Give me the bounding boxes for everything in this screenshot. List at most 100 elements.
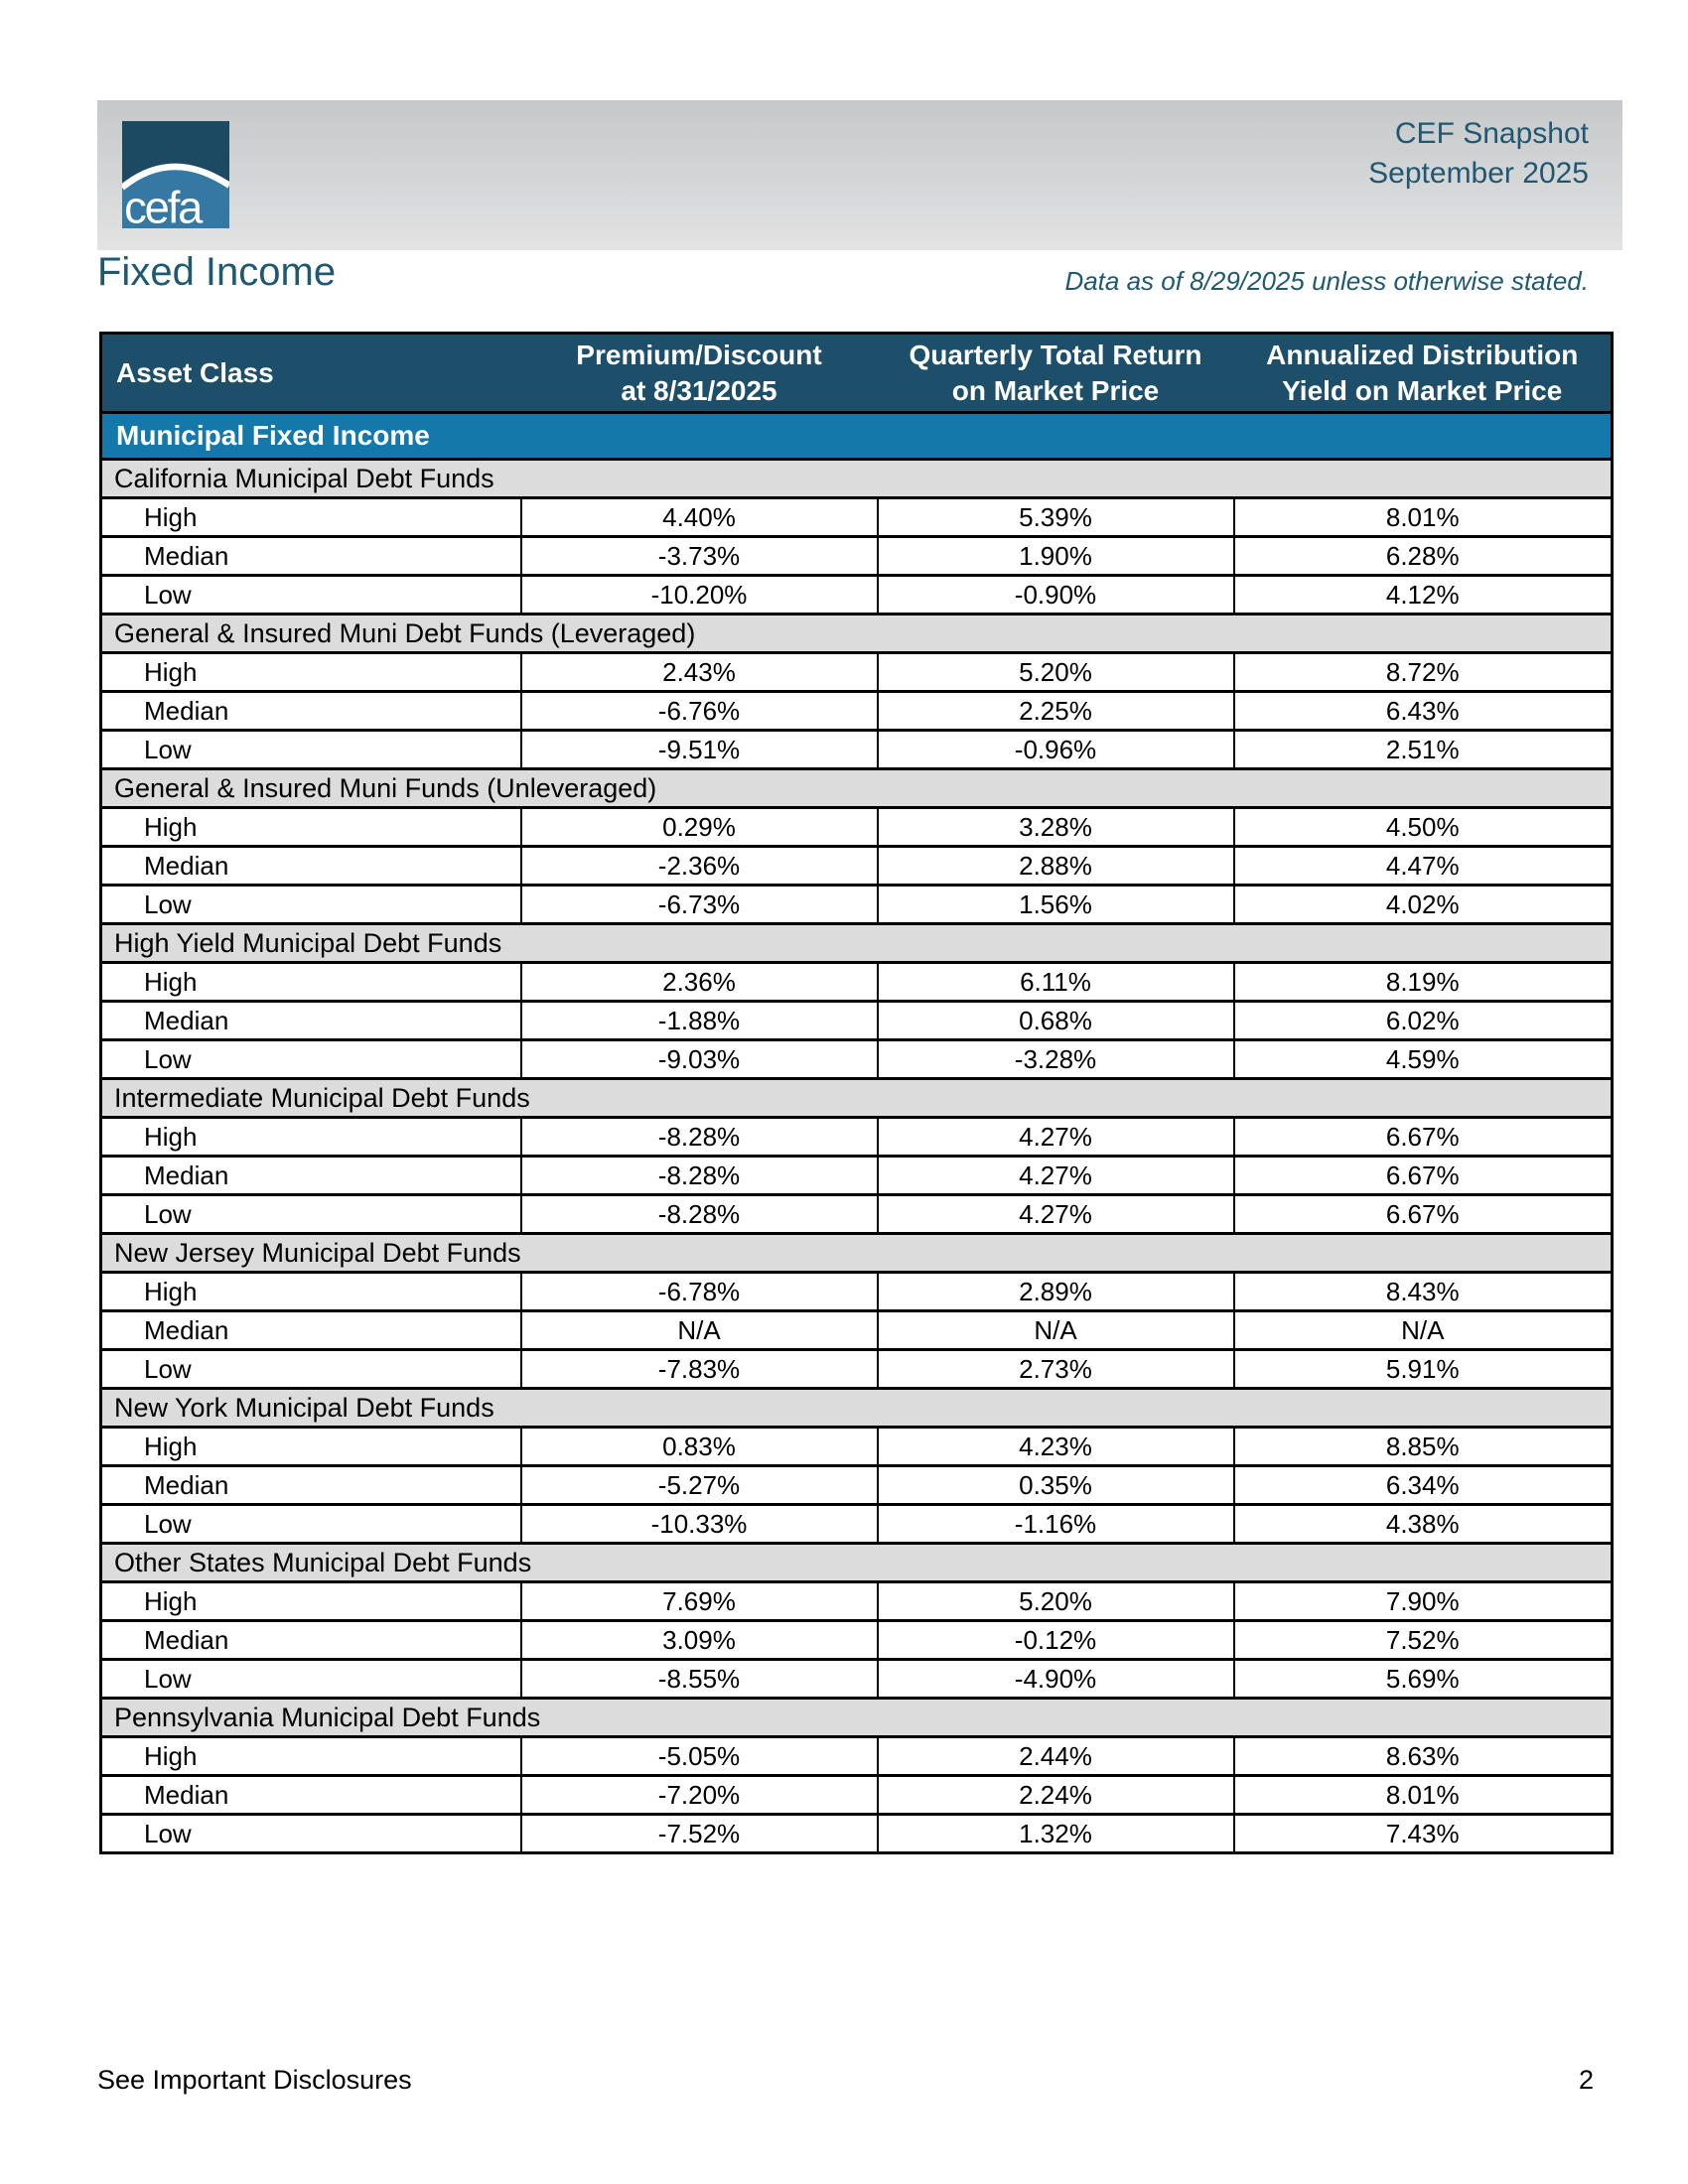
row-label: High	[100, 1426, 522, 1467]
premium-discount-value: 4.40%	[519, 496, 879, 538]
premium-discount-value: -9.51%	[519, 729, 879, 770]
section-title: California Municipal Debt Funds	[100, 458, 1613, 499]
table-row: High -5.05% 2.44% 8.63%	[100, 1735, 1613, 1777]
row-label: Low	[100, 729, 522, 770]
distribution-yield-value: 8.63%	[1232, 1735, 1613, 1777]
quarterly-return-value: 4.27%	[876, 1116, 1235, 1158]
section-header-row: High Yield Municipal Debt Funds	[100, 922, 1613, 964]
table-row: High -8.28% 4.27% 6.67%	[100, 1116, 1613, 1158]
table-row: High 4.40% 5.39% 8.01%	[100, 496, 1613, 538]
distribution-yield-value: 4.12%	[1232, 574, 1613, 615]
section-header-row: General & Insured Muni Funds (Unleverage…	[100, 767, 1613, 809]
premium-discount-value: -6.78%	[519, 1271, 879, 1312]
section-title: Pennsylvania Municipal Debt Funds	[100, 1697, 1613, 1738]
premium-discount-value: 7.69%	[519, 1580, 879, 1622]
report-header: CEF Snapshot September 2025	[1368, 114, 1589, 194]
distribution-yield-value: 8.85%	[1232, 1426, 1613, 1467]
row-label: High	[100, 1580, 522, 1622]
premium-discount-value: -6.73%	[519, 884, 879, 925]
quarterly-return-value: 2.25%	[876, 690, 1235, 732]
header-line: Premium/Discount	[576, 339, 822, 370]
row-label: High	[100, 1116, 522, 1158]
distribution-yield-value: 4.38%	[1232, 1503, 1613, 1545]
report-period: September 2025	[1368, 157, 1589, 190]
logo-wave-line	[122, 163, 229, 191]
premium-discount-value: -2.36%	[519, 845, 879, 887]
table-row: Median -2.36% 2.88% 4.47%	[100, 845, 1613, 887]
column-header-quarterly-return: Quarterly Total Return on Market Price	[877, 332, 1234, 414]
row-label: High	[100, 1271, 522, 1312]
premium-discount-value: -5.27%	[519, 1464, 879, 1506]
distribution-yield-value: 4.50%	[1232, 806, 1613, 848]
table-row: High 0.29% 3.28% 4.50%	[100, 806, 1613, 848]
group-header-row: Municipal Fixed Income	[100, 411, 1613, 461]
logo-text: cefa	[124, 183, 204, 228]
distribution-yield-value: 6.43%	[1232, 690, 1613, 732]
distribution-yield-value: 6.67%	[1232, 1155, 1613, 1196]
data-as-of-note: Data as of 8/29/2025 unless otherwise st…	[1064, 266, 1589, 296]
quarterly-return-value: 0.35%	[876, 1464, 1235, 1506]
header-line: at 8/31/2025	[621, 374, 777, 406]
table-row: Low -6.73% 1.56% 4.02%	[100, 884, 1613, 925]
distribution-yield-value: 8.43%	[1232, 1271, 1613, 1312]
page-title: Fixed Income	[97, 250, 337, 294]
table-row: High 0.83% 4.23% 8.85%	[100, 1426, 1613, 1467]
premium-discount-value: -1.88%	[519, 1000, 879, 1041]
table-row: Low -9.03% -3.28% 4.59%	[100, 1038, 1613, 1080]
section-title: General & Insured Muni Debt Funds (Lever…	[100, 613, 1613, 654]
quarterly-return-value: 2.73%	[876, 1348, 1235, 1390]
distribution-yield-value: 6.28%	[1232, 535, 1613, 577]
distribution-yield-value: 5.69%	[1232, 1658, 1613, 1700]
table-body: California Municipal Debt Funds High 4.40%…	[100, 458, 1613, 1854]
quarterly-return-value: 1.56%	[876, 884, 1235, 925]
table-row: Median -1.88% 0.68% 6.02%	[100, 1000, 1613, 1041]
table-row: Median -3.73% 1.90% 6.28%	[100, 535, 1613, 577]
table-row: Median N/A N/A N/A	[100, 1309, 1613, 1351]
table-row: Median -7.20% 2.24% 8.01%	[100, 1774, 1613, 1816]
fixed-income-table: Asset Class Premium/Discount at 8/31/202…	[99, 332, 1614, 1854]
premium-discount-value: -7.52%	[519, 1813, 879, 1854]
distribution-yield-value: 6.34%	[1232, 1464, 1613, 1506]
premium-discount-value: -5.05%	[519, 1735, 879, 1777]
table-row: Low -8.28% 4.27% 6.67%	[100, 1193, 1613, 1235]
quarterly-return-value: 6.11%	[876, 961, 1235, 1003]
premium-discount-value: 2.43%	[519, 651, 879, 693]
table-row: High -6.78% 2.89% 8.43%	[100, 1271, 1613, 1312]
column-header-asset-class: Asset Class	[100, 332, 521, 414]
column-header-distribution-yield: Annualized Distribution Yield on Market …	[1233, 332, 1613, 414]
quarterly-return-value: 5.20%	[876, 651, 1235, 693]
table-row: Low -7.52% 1.32% 7.43%	[100, 1813, 1613, 1854]
quarterly-return-value: -0.90%	[876, 574, 1235, 615]
quarterly-return-value: 2.89%	[876, 1271, 1235, 1312]
premium-discount-value: -10.20%	[519, 574, 879, 615]
quarterly-return-value: 2.44%	[876, 1735, 1235, 1777]
row-label: Low	[100, 884, 522, 925]
section-title: Intermediate Municipal Debt Funds	[100, 1077, 1613, 1119]
quarterly-return-value: 4.27%	[876, 1193, 1235, 1235]
table-row: High 2.36% 6.11% 8.19%	[100, 961, 1613, 1003]
row-label: Low	[100, 574, 522, 615]
header-line: on Market Price	[951, 374, 1160, 406]
section-title: General & Insured Muni Funds (Unleverage…	[100, 767, 1613, 809]
row-label: High	[100, 651, 522, 693]
row-label: Low	[100, 1503, 522, 1545]
quarterly-return-value: 1.32%	[876, 1813, 1235, 1854]
table-row: Median -5.27% 0.35% 6.34%	[100, 1464, 1613, 1506]
quarterly-return-value: 0.68%	[876, 1000, 1235, 1041]
quarterly-return-value: 5.39%	[876, 496, 1235, 538]
section-header-row: Other States Municipal Debt Funds	[100, 1542, 1613, 1583]
section-header-row: Pennsylvania Municipal Debt Funds	[100, 1697, 1613, 1738]
section-header-row: Intermediate Municipal Debt Funds	[100, 1077, 1613, 1119]
table-row: Low -10.20% -0.90% 4.12%	[100, 574, 1613, 615]
quarterly-return-value: -0.96%	[876, 729, 1235, 770]
table-row: Low -7.83% 2.73% 5.91%	[100, 1348, 1613, 1390]
quarterly-return-value: 4.27%	[876, 1155, 1235, 1196]
premium-discount-value: -7.83%	[519, 1348, 879, 1390]
row-label: Low	[100, 1038, 522, 1080]
distribution-yield-value: 4.59%	[1232, 1038, 1613, 1080]
row-label: Low	[100, 1813, 522, 1854]
table-row: High 2.43% 5.20% 8.72%	[100, 651, 1613, 693]
section-header-row: New Jersey Municipal Debt Funds	[100, 1232, 1613, 1274]
table-row: Median 3.09% -0.12% 7.52%	[100, 1619, 1613, 1661]
distribution-yield-value: 7.52%	[1232, 1619, 1613, 1661]
